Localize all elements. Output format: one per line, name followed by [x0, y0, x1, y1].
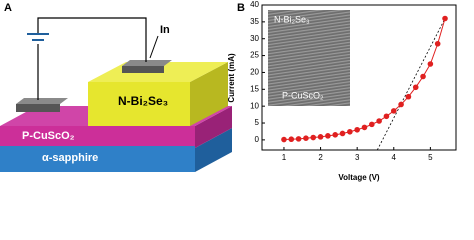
data-point: [332, 132, 339, 138]
y-tick-label: 30: [250, 34, 259, 43]
y-tick-label: 20: [250, 68, 259, 77]
sapphire-front: [0, 144, 195, 172]
inset-label: P-CuScO₂: [282, 90, 324, 100]
pointer: [149, 35, 159, 59]
data-point: [442, 15, 448, 22]
x-tick-label: 4: [392, 153, 397, 162]
wire: [37, 17, 147, 62]
data-point: [281, 136, 287, 143]
electrode: [122, 60, 172, 66]
bise-side: [190, 62, 228, 126]
data-point: [347, 128, 353, 135]
pcusco-side: [195, 106, 232, 148]
data-point: [390, 108, 397, 114]
panel-label: B: [237, 2, 245, 14]
data-point: [369, 121, 375, 128]
x-axis-label: Voltage (V): [338, 173, 380, 182]
y-tick-label: 40: [250, 0, 259, 9]
data-point: [310, 134, 317, 141]
electrode: [16, 104, 60, 112]
sapphire-side: [195, 128, 232, 172]
data-point: [427, 61, 434, 67]
fit-line: [376, 18, 446, 151]
layer-label: α-sapphire: [42, 152, 98, 164]
y-tick-label: 25: [250, 51, 259, 60]
y-tick-label: 0: [255, 135, 260, 144]
data-point: [317, 134, 324, 140]
data-point: [325, 133, 331, 139]
data-point: [339, 130, 346, 137]
electrode-label: In: [160, 24, 170, 36]
data-point: [405, 93, 412, 100]
y-axis-label: Current (mA): [227, 53, 236, 103]
plot-frame: [261, 4, 457, 151]
data-point: [434, 40, 441, 47]
data-point: [295, 136, 302, 142]
device-diagram: A In N-Bi₂Se₃ P-CuScO₂ α-sapphire: [0, 2, 232, 172]
x-tick-label: 2: [318, 153, 323, 162]
data-point: [288, 136, 295, 143]
y-tick-label: 10: [250, 101, 259, 110]
data-point: [412, 84, 419, 91]
panel-label: A: [4, 2, 12, 14]
tem-inset: [268, 10, 350, 106]
data-point: [303, 135, 309, 141]
inset-label: N-Bi₂Se₃: [274, 14, 310, 24]
x-tick-label: 5: [428, 153, 433, 162]
y-tick-label: 35: [250, 17, 259, 26]
x-tick-label: 3: [355, 153, 360, 162]
y-tick-label: 5: [255, 118, 260, 127]
data-point: [420, 73, 426, 80]
data-point: [361, 124, 368, 131]
data-point: [354, 126, 360, 133]
data-point: [398, 101, 404, 108]
data-point: [383, 113, 390, 120]
x-tick-label: 1: [282, 153, 287, 162]
electrode: [122, 66, 164, 73]
y-tick-label: 15: [250, 84, 259, 93]
figure: A In N-Bi₂Se₃ P-CuScO₂ α-sapphire B N-Bi…: [0, 0, 457, 182]
bise-front: [88, 82, 190, 126]
iv-chart: B N-Bi₂Se₃ P-CuScO₂ Voltage (V) Current …: [227, 0, 457, 182]
electrode: [16, 98, 68, 104]
layer-label: P-CuScO₂: [22, 130, 75, 142]
layer-label: N-Bi₂Se₃: [118, 94, 168, 108]
data-point: [376, 118, 382, 124]
pcusco-front: [0, 126, 195, 146]
